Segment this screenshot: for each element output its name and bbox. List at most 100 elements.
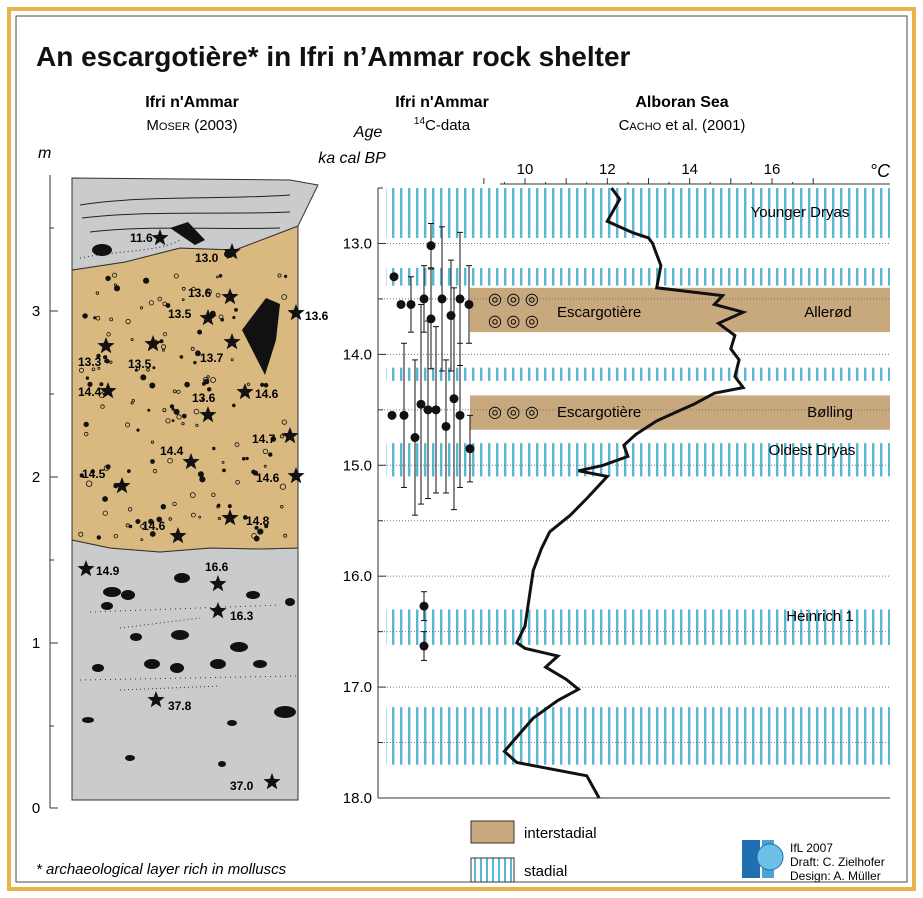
shell-dot [242, 456, 246, 461]
depth-tick-label-3: 3 [32, 303, 40, 320]
shell-dot [160, 504, 166, 510]
shell-dot [165, 418, 171, 424]
c14-date-point [431, 405, 441, 415]
temp-unit-label: °C [870, 161, 891, 181]
label-younger-dryas: Younger Dryas [751, 204, 850, 221]
shell-dot [242, 515, 248, 520]
c14-date-point [396, 299, 406, 309]
sample-star-icon [151, 229, 169, 246]
boulder [174, 573, 190, 583]
sample-star-icon [199, 309, 217, 326]
label-allerod: Allerød [804, 304, 852, 321]
shell-dot [148, 518, 154, 525]
profile-source: Moser (2003) [146, 117, 237, 134]
shell-dot [90, 469, 95, 474]
shell-dot [283, 533, 288, 538]
c14-date-point [423, 405, 433, 415]
globe-icon [756, 843, 784, 871]
shell-dot [217, 516, 221, 521]
footnote: * archaeological layer rich in molluscs [36, 861, 287, 878]
boulder [285, 598, 295, 606]
shell-dot [181, 298, 185, 302]
shell-dot [150, 440, 155, 444]
sample-age-label: 14.9 [96, 564, 120, 578]
boulder [170, 222, 205, 245]
c14-date-point [465, 444, 475, 454]
shell-dot [97, 366, 101, 370]
sample-age-label: 14.4 [78, 385, 102, 399]
sample-star-icon [169, 527, 187, 544]
sample-age-label: 13.3 [78, 355, 102, 369]
shell-dot [234, 307, 238, 312]
sea-source: Cacho et al. (2001) [619, 117, 746, 134]
c14-sup: 14 [414, 116, 426, 127]
boulder [227, 720, 237, 726]
sample-age-label: 16.6 [205, 560, 229, 574]
legend-label-stadial: stadial [524, 863, 567, 880]
shell-dot [181, 421, 185, 426]
shell-dot [96, 535, 101, 540]
shell-dot [105, 275, 111, 282]
sample-age-label: 11.6 [130, 231, 153, 245]
shell-dot [113, 285, 121, 292]
shell-dot [263, 464, 267, 468]
shell-dot [176, 389, 181, 394]
sediment-line [119, 617, 201, 629]
shell-dot [165, 303, 171, 308]
c14-date-point [389, 272, 399, 282]
label-bolling: Bølling [807, 404, 853, 421]
sample-star-icon [199, 406, 217, 423]
sample-age-label: 14.6 [142, 519, 166, 533]
shell-dot [232, 315, 236, 320]
c14-date-point [399, 410, 409, 420]
shell-dot [252, 470, 258, 476]
sample-age-label: 16.3 [230, 609, 254, 623]
snail-icon: ◎ ◎ ◎ [488, 291, 539, 308]
shell-dot [149, 382, 156, 389]
sample-age-label: 37.8 [168, 699, 192, 713]
shell-dot [181, 286, 186, 291]
shell-dot [169, 404, 175, 409]
shell-dot [197, 471, 204, 478]
sample-star-icon [77, 560, 95, 577]
sample-age-label: 13.0 [195, 251, 219, 265]
c14-date-point [446, 311, 456, 321]
lamination-dots [79, 239, 181, 259]
mollusc-dots [78, 272, 288, 542]
shell-dot [279, 483, 286, 490]
shell-dot [230, 358, 234, 362]
sample-star-icon [182, 453, 200, 470]
credit-line-2: Draft: C. Zielhofer [790, 855, 885, 869]
shell-dot [79, 473, 84, 478]
shell-dot [210, 377, 217, 383]
shell-dot [125, 422, 131, 428]
shell-dot [156, 516, 163, 523]
logo-bar [742, 840, 760, 878]
profile-source-name: Moser [146, 117, 190, 134]
c14-date-point [419, 641, 429, 651]
sediment-line [119, 685, 221, 691]
c14-date-point [387, 410, 397, 420]
shell-dot [147, 408, 151, 412]
sample-age-label: 14.6 [255, 387, 279, 401]
sample-star-icon [99, 382, 117, 399]
sample-age-label: 14.7 [252, 432, 276, 446]
age-tick-label: 13.0 [343, 235, 372, 252]
profile-title: Ifri n'Ammar [145, 94, 239, 111]
shell-dot [162, 408, 167, 413]
shell-dot [96, 353, 101, 359]
boulder [210, 659, 226, 669]
shell-dot [179, 355, 184, 359]
c14-date-point [416, 399, 426, 409]
age-axis-label-2: ka cal BP [318, 150, 386, 167]
sea-title: Alboran Sea [635, 94, 728, 111]
sample-age-label: 13.6 [188, 286, 212, 300]
shell-dot [125, 318, 131, 325]
shell-dot [260, 382, 265, 387]
shell-dot [168, 517, 172, 521]
shell-dot [148, 300, 154, 306]
shell-dot [254, 525, 259, 530]
shell-dot [109, 360, 113, 364]
boulder [170, 663, 184, 673]
shell-dot [222, 468, 226, 473]
